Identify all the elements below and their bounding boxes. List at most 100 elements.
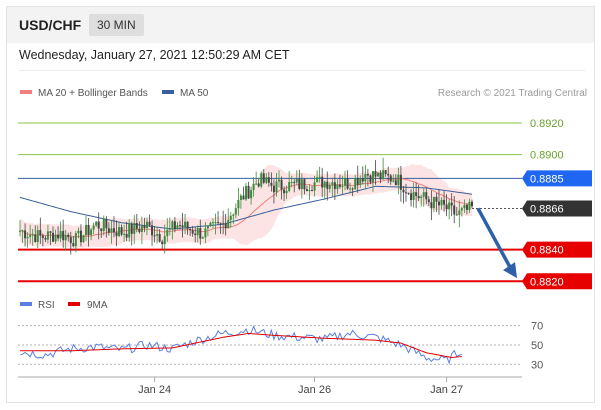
candle-body [82,235,85,243]
candle-body [415,192,418,196]
candle-body [463,205,466,209]
candle-body [135,222,138,229]
candle-body [298,179,301,189]
rsi-tick-label: 30 [531,359,543,371]
candle-body [430,202,433,209]
candle-body [77,230,80,234]
ma50-legend-label: MA 50 [180,88,209,99]
candle-body [222,223,225,225]
candle-body [211,222,214,224]
candle-body [278,179,281,182]
candle-body [29,234,32,238]
candle-body [189,228,192,230]
candle-body [371,171,374,183]
rsi-ma9-line [20,332,462,359]
candle-body [267,177,270,183]
candle-body [120,227,123,235]
forecast-arrow-shaft [476,207,512,268]
candle-body [95,221,98,226]
candle-body [417,195,420,199]
candle-body [217,222,220,224]
candle-body [270,182,273,186]
candle-body [377,172,380,177]
candle-body [201,237,204,239]
candle-body [64,234,67,241]
x-axis: Jan 24 Jan 26 Jan 27 [18,376,522,396]
candle-body [153,235,156,237]
candle-body [328,185,331,189]
candle-body [257,183,260,187]
candle-body [361,178,364,182]
candle-body [265,177,268,183]
candle-body [437,201,440,206]
level-tag-pivot: 0.8885 [522,170,592,187]
candle-body [425,192,428,200]
candle-body [34,234,37,243]
level-tag-label: 0.8885 [530,173,564,185]
candle-body [354,178,357,190]
candle-body [445,204,448,210]
x-tick-label: Jan 26 [298,384,331,396]
level-tag-bg [522,241,592,258]
candle-body [435,196,438,202]
candle-body [384,170,387,174]
candle-body [432,196,435,209]
chart-header: USD/CHF 30 MIN [7,7,594,43]
bollinger-legend-swatch [20,90,32,94]
candle-body [143,225,146,229]
candle-body [288,182,291,191]
candle-body [465,205,468,210]
candle-body [326,181,329,189]
candle-body [140,225,143,232]
candle-body [455,214,458,216]
level-tag-label: 0.8840 [530,245,564,257]
candle-body [252,183,255,191]
level-tag-label: 0.8866 [530,203,564,215]
ma50-legend-swatch [162,90,174,94]
candle-body [133,222,136,234]
candle-body [115,232,118,237]
timeframe-badge[interactable]: 30 MIN [89,14,144,36]
candle-body [173,221,176,230]
candle-body [171,221,174,229]
candle-body [112,228,115,233]
candle-body [21,230,24,232]
candle-body [366,173,369,176]
candle-body [295,179,298,183]
candle-body [39,230,42,236]
candle-body [44,237,47,240]
candle-body [31,234,34,236]
level-tag-support: 0.8820 [522,273,592,290]
candle-body [422,192,425,197]
candle-body [412,192,415,201]
level-tag-bg [522,273,592,290]
candle-body [130,223,133,234]
candle-body [275,181,278,193]
candle-body [49,231,52,233]
candle-body [285,190,288,194]
candle-body [41,235,44,238]
candle-body [24,230,27,239]
candle-body [420,196,423,199]
candle-body [374,171,377,177]
candle-body [194,233,197,236]
candle-body [92,225,95,230]
level-tag-bg [522,170,592,187]
candle-body [232,214,235,216]
forecast-arrow-head [503,262,517,279]
candle-body [90,229,93,236]
candle-body [206,225,209,229]
candle-body [410,193,413,201]
candle-body [219,222,222,224]
candle-body [458,210,461,215]
candle-body [69,237,72,244]
candle-body [118,227,121,237]
candle-body [59,231,62,239]
candle-body [346,178,349,189]
candle-body [74,233,77,247]
candle-body [85,224,88,236]
candle-body [176,225,179,230]
candle-body [272,185,275,193]
candle-body [36,230,39,243]
candle-body [138,228,141,232]
